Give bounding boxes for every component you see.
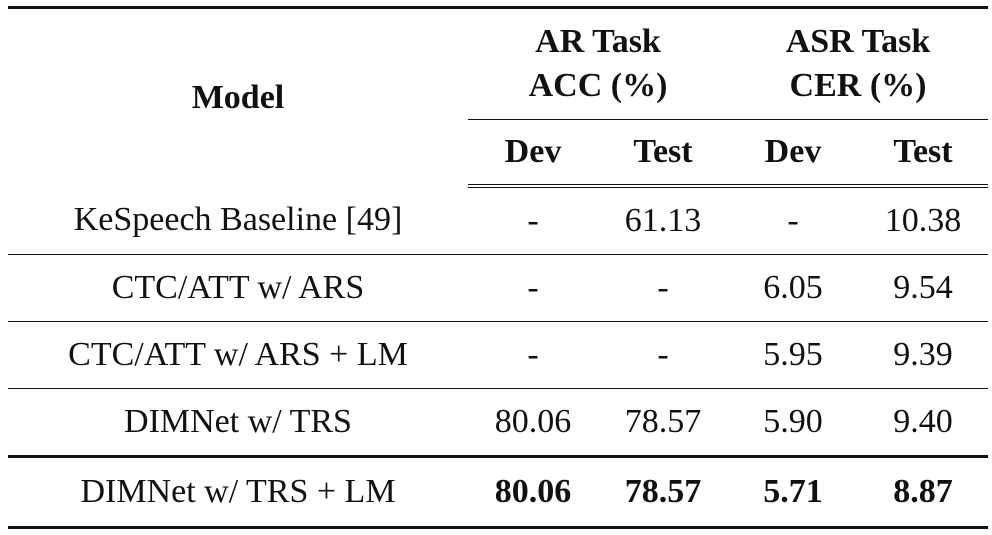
ar-test-cell-best: 78.57 <box>598 455 728 529</box>
ar-task-title: AR Task <box>535 23 661 60</box>
ar-test-cell: 61.13 <box>624 202 702 239</box>
asr-task-group-header: ASR Task CER (%) <box>728 6 989 120</box>
model-column-header: Model <box>8 6 468 186</box>
asr-test-cell: 9.39 <box>858 321 989 389</box>
asr-dev-cell: - <box>787 202 799 239</box>
ar-test-cell: - <box>598 321 728 389</box>
table-row: CTC/ATT w/ ARS + LM - - 5.95 9.39 <box>8 321 989 389</box>
table-header: Model AR Task ACC (%) ASR Task CER (%) D… <box>8 6 989 188</box>
model-name-cell: CTC/ATT w/ ARS + LM <box>8 321 468 389</box>
model-name-cell: DIMNet w/ TRS <box>8 388 468 457</box>
asr-test-cell: 10.38 <box>884 202 962 239</box>
ar-task-group-header: AR Task ACC (%) <box>468 6 728 120</box>
asr-dev-cell: 6.05 <box>728 254 858 322</box>
table-row-best: DIMNet w/ TRS + LM 80.06 78.57 5.71 8.87 <box>8 455 989 529</box>
ar-dev-header: Dev <box>468 119 598 188</box>
table-body: KeSpeech Baseline [49] - 61.13 - 10.38 C… <box>8 186 989 529</box>
results-table-container: Model AR Task ACC (%) ASR Task CER (%) D… <box>8 6 989 532</box>
asr-test-cell-best: 8.87 <box>858 455 989 529</box>
ar-test-header: Test <box>598 119 728 188</box>
table-row: KeSpeech Baseline [49] - 61.13 - 10.38 <box>8 186 988 255</box>
asr-dev-cell: 5.95 <box>728 321 858 389</box>
asr-dev-header: Dev <box>728 119 858 188</box>
model-name-cell: KeSpeech Baseline [49] <box>73 201 403 238</box>
table-row: DIMNet w/ TRS 80.06 78.57 5.90 9.40 <box>8 388 989 457</box>
asr-task-metric: CER (%) <box>789 67 927 104</box>
asr-dev-cell-best: 5.71 <box>728 455 858 529</box>
ar-dev-cell: - <box>468 321 598 389</box>
model-name-cell: DIMNet w/ TRS + LM <box>8 455 468 529</box>
ar-dev-cell: 80.06 <box>468 388 598 457</box>
asr-dev-cell: 5.90 <box>728 388 858 457</box>
results-table: Model AR Task ACC (%) ASR Task CER (%) D… <box>8 6 989 529</box>
asr-test-header: Test <box>858 119 989 188</box>
asr-test-cell: 9.40 <box>858 388 989 457</box>
ar-test-cell: - <box>598 254 728 322</box>
table-row: CTC/ATT w/ ARS - - 6.05 9.54 <box>8 254 989 322</box>
model-name-cell: CTC/ATT w/ ARS <box>8 254 468 322</box>
asr-task-title: ASR Task <box>785 23 931 60</box>
asr-test-cell: 9.54 <box>858 254 989 322</box>
ar-test-cell: 78.57 <box>598 388 728 457</box>
ar-dev-cell-best: 80.06 <box>468 455 598 529</box>
ar-task-metric: ACC (%) <box>528 67 668 104</box>
ar-dev-cell: - <box>527 202 539 239</box>
ar-dev-cell: - <box>468 254 598 322</box>
